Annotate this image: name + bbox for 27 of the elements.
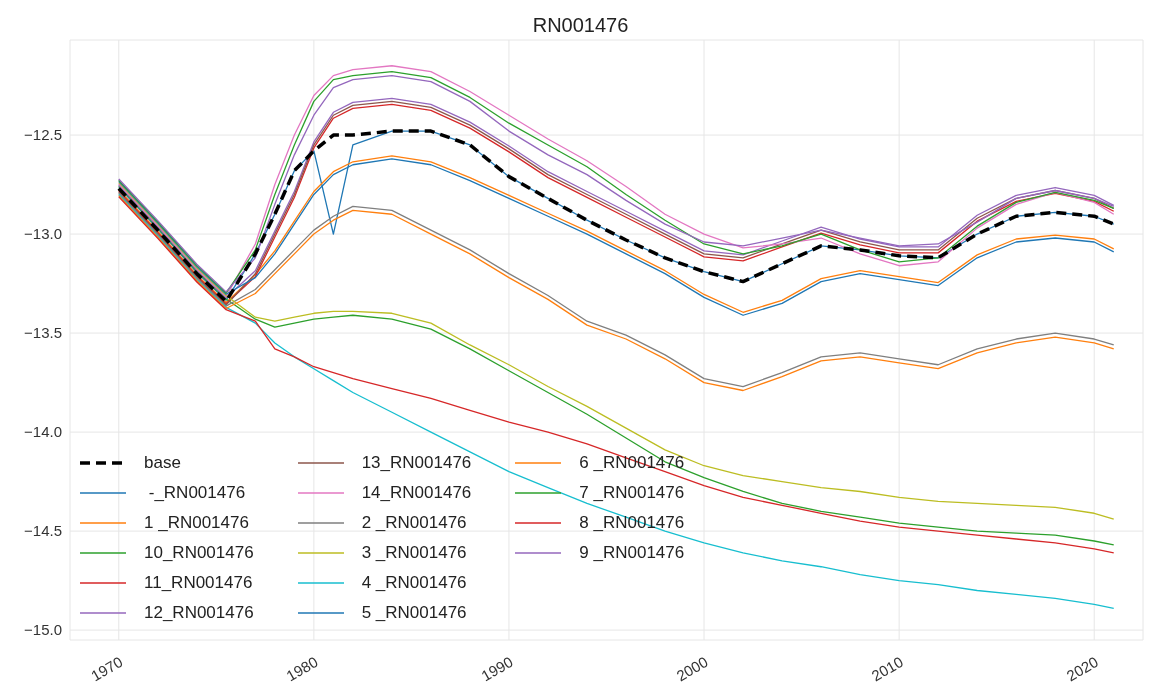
legend-label: 10_RN001476 bbox=[144, 543, 254, 563]
legend-label: 13_RN001476 bbox=[361, 453, 472, 473]
chart-title: RN001476 bbox=[531, 14, 630, 37]
x-tick-label: 1970 bbox=[88, 652, 126, 685]
y-tick-label: −13.5 bbox=[24, 324, 62, 342]
legend-label: 12_RN001476 bbox=[144, 603, 254, 623]
y-tick-label: −13.0 bbox=[24, 225, 62, 243]
legend-label: 9 _RN001476 bbox=[579, 543, 685, 563]
x-tick-label: 2010 bbox=[868, 652, 906, 685]
legend-label: 4 _RN001476 bbox=[361, 573, 467, 593]
legend-label: 7 _RN001476 bbox=[579, 483, 685, 503]
legend-label: 5 _RN001476 bbox=[361, 603, 467, 623]
legend-label: 2 _RN001476 bbox=[361, 513, 467, 533]
legend-label: 14_RN001476 bbox=[361, 483, 472, 503]
x-tick-label: 1980 bbox=[283, 652, 321, 685]
y-tick-label: −14.5 bbox=[24, 522, 62, 540]
y-tick-label: −15.0 bbox=[24, 621, 62, 639]
legend-label: 1 _RN001476 bbox=[144, 513, 249, 533]
y-tick-label: −12.5 bbox=[24, 126, 62, 144]
legend-label: base bbox=[144, 453, 181, 473]
x-tick-label: 2020 bbox=[1063, 652, 1101, 685]
legend-label: -_RN001476 bbox=[147, 483, 246, 503]
legend-label: 11_RN001476 bbox=[144, 573, 253, 593]
y-tick-label: −14.0 bbox=[24, 423, 62, 441]
legend-label: 3 _RN001476 bbox=[361, 543, 467, 563]
x-tick-label: 1990 bbox=[478, 652, 516, 685]
x-tick-label: 2000 bbox=[673, 652, 711, 685]
